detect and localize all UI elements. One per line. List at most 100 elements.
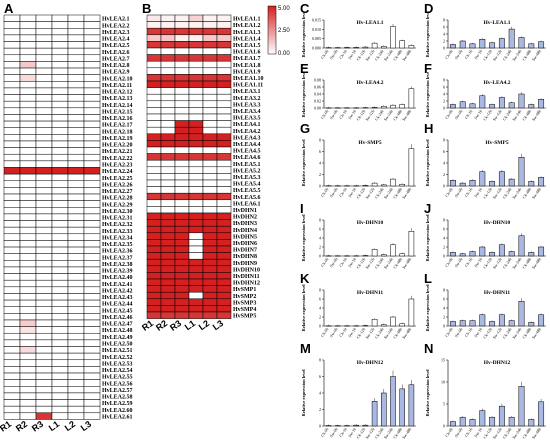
heatmap-b-row-label: HvDHN10: [233, 267, 260, 273]
heatmap-a-cell: [67, 160, 85, 168]
heatmap-b-cell: [174, 173, 190, 181]
heatmap-b-cell: [216, 100, 232, 108]
heatmap-b-cell: [216, 107, 232, 115]
y-tick-label: 8: [319, 138, 321, 143]
bar: [498, 97, 505, 109]
y-tick-label: 6: [443, 85, 445, 90]
heatmap-b-cell: [202, 232, 218, 240]
y-tick-label: 2: [443, 99, 445, 104]
heatmap-b-cell: [202, 100, 218, 108]
heatmap-a-cell: [51, 233, 69, 241]
heatmap-b-cell: [216, 21, 232, 29]
bar: [528, 181, 535, 187]
heatmap-a-cell: [83, 187, 101, 195]
heatmap-b-col-label: L1: [183, 318, 197, 332]
heatmap-b-cell: [202, 173, 218, 181]
heatmap-a-cell: [19, 41, 37, 49]
heatmap-b-cell: [146, 199, 162, 207]
heatmap-b-cell: [160, 67, 176, 75]
heatmap-b-cell: [146, 173, 162, 181]
heatmap-b-cell: [146, 258, 162, 267]
bar: [381, 106, 387, 109]
x-tick-label: Sw-1h: [347, 187, 357, 198]
heatmap-a-cell: [83, 200, 101, 208]
chart-title: Hv-SMP5: [358, 140, 381, 146]
heatmap-b-cell: [146, 100, 162, 108]
heatmap-a-cell: [35, 74, 53, 82]
bar: [399, 323, 405, 327]
heatmap-a-row-label: HvLEA2.31: [102, 216, 133, 222]
heatmap-a-cell: [51, 173, 69, 181]
heatmap-a-cell: [19, 140, 37, 148]
heatmap-b-cell: [174, 60, 190, 69]
heatmap-a-row-label: HvLEA2.34: [102, 235, 133, 241]
heatmap-b-cell: [160, 179, 176, 187]
bar: [538, 401, 545, 427]
bar: [489, 42, 496, 49]
heatmap-b-cell: [174, 113, 190, 121]
heatmap-b-cell: [216, 272, 232, 280]
heatmap-a-cell: [51, 134, 69, 142]
heatmap-a-row-label: HvLEA2.45: [102, 308, 133, 314]
heatmap-a-cell: [83, 253, 101, 261]
bar: [489, 321, 496, 327]
heatmap-b-cell: [174, 93, 190, 102]
heatmap-b: HvLEA1.1HvLEA1.2HvLEA1.3HvLEA1.4HvLEA1.5…: [140, 14, 264, 333]
heatmap-a-cell: [19, 399, 37, 407]
heatmap-a-cell: [67, 134, 85, 142]
heatmap-a-cell: [67, 187, 85, 195]
heatmap-a-row-label: HvLEA2.58: [102, 395, 133, 401]
heatmap-b-cell: [188, 199, 204, 207]
heatmap-b-cell: [188, 93, 204, 102]
heatmap-a-cell: [35, 279, 53, 288]
x-tick-label: Sw-24h: [511, 49, 522, 62]
heatmap-a-cell: [67, 286, 85, 294]
heatmap-a-cell: [67, 253, 85, 261]
x-tick-label: Ck-48h: [392, 327, 403, 340]
heatmap-b-cell: [160, 14, 176, 22]
y-axis-label: Relative expression level: [425, 284, 430, 332]
heatmap-a-cell: [83, 279, 101, 288]
bar: [508, 102, 515, 109]
x-tick-label: Ck-12h: [482, 427, 493, 440]
y-tick-label: 4: [443, 161, 445, 166]
x-tick-label: Sw-12h: [364, 327, 375, 340]
heatmap-b-cell: [160, 219, 176, 227]
x-tick-label: Sw-12h: [364, 187, 375, 200]
bar-chart-l: Relative expression level Hv-DHN11 0 2 4 6 8 Ck…: [425, 284, 546, 340]
heatmap-a-cell: [83, 299, 101, 307]
bar: [528, 43, 535, 49]
bar: [528, 322, 535, 327]
heatmap-b-cell: [146, 146, 162, 154]
x-tick-label: Sw-12h: [491, 49, 502, 62]
heatmap-a-cell: [3, 260, 21, 268]
heatmap-b-row-label: HvSMP4: [233, 307, 256, 313]
bar: [508, 251, 515, 257]
heatmap-b-cell: [160, 305, 176, 313]
heatmap-a-cell: [83, 326, 101, 334]
heatmap-a-cell: [19, 319, 37, 327]
heatmap-b-cell: [146, 14, 162, 22]
heatmap-b-cell: [160, 41, 176, 49]
heatmap-b-cell: [174, 21, 190, 29]
heatmap-a-cell: [3, 61, 21, 69]
heatmap-a-cell: [3, 213, 21, 221]
heatmap-b-cell: [160, 107, 176, 115]
heatmap-a-cell: [35, 260, 53, 268]
heatmap-a-cell: [67, 173, 85, 181]
bar: [538, 246, 545, 257]
heatmap-b-cell: [216, 120, 232, 128]
heatmap-b-cell: [146, 80, 162, 88]
heatmap-a-cell: [67, 127, 85, 135]
heatmap-a-col-label: L1: [47, 419, 61, 433]
heatmap-b-cell: [188, 41, 204, 49]
heatmap-a-cell: [3, 405, 21, 414]
chart-title: Hv-DHN10: [484, 220, 511, 226]
heatmap-b-row-label: HvLEA1.5: [233, 43, 261, 49]
bar: [508, 178, 515, 187]
x-tick-label: Sw-12h: [491, 109, 502, 122]
heatmap-b-row-label: HvDHN2: [233, 215, 257, 221]
heatmap-b-cell: [202, 199, 218, 207]
heatmap-a-cell: [3, 120, 21, 128]
x-tick-label: Ck-24h: [374, 187, 385, 200]
